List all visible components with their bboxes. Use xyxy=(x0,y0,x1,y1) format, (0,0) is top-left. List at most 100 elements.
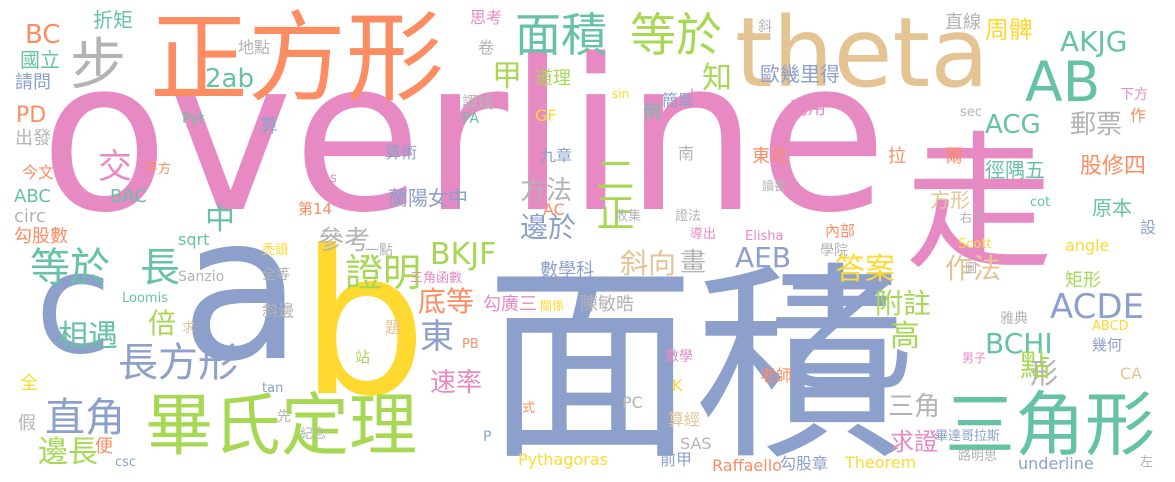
word-equals-top: 等於 xyxy=(630,8,722,62)
word-answer: 答案 xyxy=(835,252,895,287)
word-teacher: 老師 xyxy=(760,366,793,385)
word-know: 知 xyxy=(702,61,732,96)
word-proof-method: 證法 xyxy=(675,209,702,224)
word-right-angle: 直角 xyxy=(45,395,125,441)
word-example: 例 xyxy=(643,102,661,123)
word-height: 高 xyxy=(890,319,920,354)
word-volume: 卷 xyxy=(478,38,495,57)
word-convenient: 便 xyxy=(95,436,113,457)
word-set: 設 xyxy=(1140,218,1157,237)
word-front-jia: 前甲 xyxy=(660,450,693,469)
word-oblique-small: 斜 xyxy=(758,19,772,35)
word-la: 拉 xyxy=(888,146,906,167)
word-hypotenuse: 斜邊 xyxy=(262,301,295,320)
word-meet: 相遇 xyxy=(58,319,118,354)
word-method: 方法 xyxy=(520,176,573,206)
word-formula: 式 xyxy=(522,401,536,416)
word-bald: 禿頭 xyxy=(262,243,289,258)
word-math-dept: 數學科 xyxy=(540,260,594,281)
word-original-text: 原本 xyxy=(1092,196,1132,220)
word-underline: underline xyxy=(1018,454,1094,473)
word-simple: 簡單 xyxy=(662,91,695,110)
word-shape: 形 xyxy=(1030,357,1059,390)
word-trig-functions: 三角函數 xyxy=(410,271,463,286)
word-man: 男子 xyxy=(962,351,987,365)
word-ab: AB xyxy=(1025,50,1101,114)
word-bchi: BCHI xyxy=(985,327,1053,360)
word-pb: PB xyxy=(462,337,479,352)
word-congruent: 全等 xyxy=(262,267,290,283)
word-sec: sec xyxy=(960,105,982,120)
word-think: 思考 xyxy=(470,8,503,27)
word-square-shape: 方形 xyxy=(930,188,970,212)
word-gougu-chapter: 勾股章 xyxy=(780,454,829,473)
word-academy: 學院 xyxy=(820,243,848,259)
word-stand: 站 xyxy=(355,348,371,366)
word-read: 讀書 xyxy=(762,179,787,193)
word-lanyang-girls-high: 蘭陽女中 xyxy=(388,186,468,210)
word-csc: csc xyxy=(115,455,137,470)
word-reference: 參考 xyxy=(318,226,371,256)
word-seek: 求 xyxy=(182,321,196,336)
word-a-point: 一點 xyxy=(365,243,393,259)
word-bottom-right: 右下 xyxy=(960,211,985,225)
word-two-square: 二正 xyxy=(590,155,634,231)
word-scott: Scott xyxy=(958,237,992,252)
word-long: 長 xyxy=(140,245,180,291)
word-zhoubi: 周髀 xyxy=(985,16,1033,44)
word-ac: AC xyxy=(543,200,565,219)
word-c: c xyxy=(35,223,112,386)
word-location: 地點 xyxy=(238,38,271,57)
word-point: 點 xyxy=(1020,349,1050,384)
word-akjg: AKJG xyxy=(1060,25,1128,58)
word-jia: 甲 xyxy=(492,59,522,94)
word-suppose: 假 xyxy=(18,413,36,434)
word-sin: sin xyxy=(612,87,630,101)
word-bkjf: BKJF xyxy=(430,237,497,272)
word-derive: 導出 xyxy=(690,227,717,242)
word-loomis: Loomis xyxy=(122,291,168,306)
word-draw: 畫 xyxy=(680,248,707,278)
word-seek-proof: 求證 xyxy=(890,428,938,456)
word-bc: BC xyxy=(25,20,61,50)
word-equal-base: 底等 xyxy=(418,285,475,318)
word-arithmetic: 算術 xyxy=(385,143,418,162)
word-pythagorean-theorem: 畢氏定理 xyxy=(145,387,418,466)
word-times: 倍 xyxy=(148,307,177,340)
word-a: a xyxy=(180,173,303,406)
word-commemorate: 紀念 xyxy=(300,427,327,442)
word-reasoning: 道理 xyxy=(535,68,571,89)
word-acg: ACG xyxy=(985,110,1041,140)
word-pc: PC xyxy=(622,393,643,412)
word-sqrt: sqrt xyxy=(178,230,210,249)
word-square-power: 平方 xyxy=(145,162,172,177)
word-j: J xyxy=(690,87,695,103)
word-problem: 題 xyxy=(385,318,402,337)
word-oblique: 斜向 xyxy=(620,247,677,280)
word-ca: CA xyxy=(1120,364,1143,383)
word-gou-guang-san: 勾廣三 xyxy=(483,294,537,315)
word-south: 南 xyxy=(678,144,695,163)
word-euclid: 歐幾里得 xyxy=(760,62,840,86)
word-abcd: ABCD xyxy=(1092,319,1129,334)
word-middle: 中 xyxy=(205,202,235,237)
word-acde: ACDE xyxy=(1050,287,1145,327)
word-pa: PA xyxy=(462,111,480,127)
word-sanzio: Sanzio xyxy=(178,269,225,285)
word-pd: PD xyxy=(16,103,47,128)
word-aeb: AEB xyxy=(735,241,792,274)
word-tan: tan xyxy=(262,381,284,396)
word-geometry: 幾何 xyxy=(1092,336,1123,354)
word-all: 全 xyxy=(20,373,38,394)
word-straight-line: 直線 xyxy=(945,12,981,33)
word-pythagoras-chinese: 畢達哥拉斯 xyxy=(935,429,1001,444)
word-stamp: 郵票 xyxy=(1070,110,1123,140)
word-pythagoras: Pythagoras xyxy=(518,450,608,469)
word-pythagorean-triples: 勾股數 xyxy=(14,226,68,247)
word-translate: 譯成 xyxy=(462,93,495,112)
word-side-length: 邊長 xyxy=(38,435,98,470)
word-please-ask: 請問 xyxy=(15,72,51,93)
word-interior: 內部 xyxy=(825,222,856,240)
word-p: P xyxy=(483,429,492,445)
word-make: 作 xyxy=(1130,106,1147,125)
